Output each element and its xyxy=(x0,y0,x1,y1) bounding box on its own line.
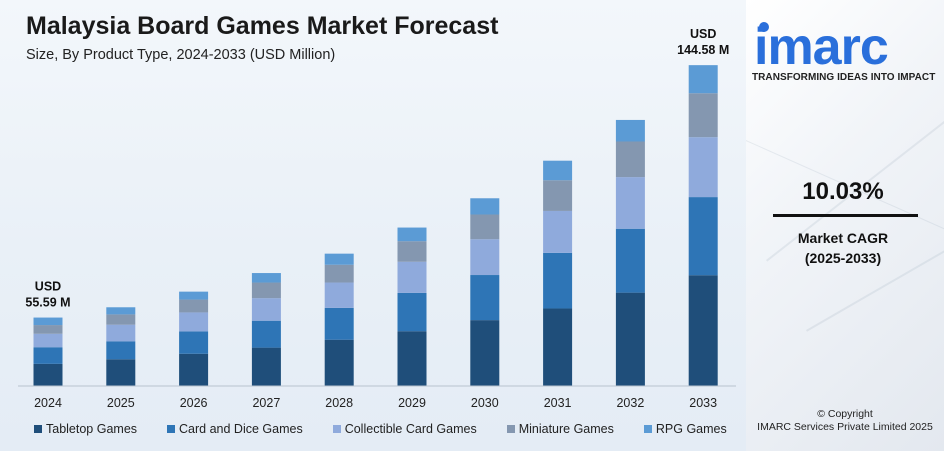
x-tick-labels: 2024 2025 2026 2027 2028 2029 2030 2031 2032 2033 xyxy=(34,396,717,410)
logo-tagline: TRANSFORMING IDEAS INTO IMPACT xyxy=(752,72,936,83)
bar-segment xyxy=(688,137,718,198)
bar-segment xyxy=(397,261,427,293)
copyright-line-2: IMARC Services Private Limited 2025 xyxy=(757,421,933,433)
bar-segment xyxy=(470,239,500,276)
legend-label: Collectible Card Games xyxy=(344,422,477,436)
legend-swatch xyxy=(34,425,42,433)
bar-segment xyxy=(324,253,354,265)
bar-segment xyxy=(33,363,63,386)
bar-segment xyxy=(324,307,354,340)
legend-label: Card and Dice Games xyxy=(179,422,303,436)
legend-label: Tabletop Games xyxy=(46,422,138,436)
bar-segment xyxy=(397,331,427,386)
bar-segment xyxy=(543,308,573,386)
bar-segment xyxy=(324,339,354,386)
x-tick-label: 2033 xyxy=(689,396,717,410)
bar-segment xyxy=(179,299,209,313)
bar-segment xyxy=(179,353,209,386)
x-tick-label: 2028 xyxy=(325,396,353,410)
bar-segment xyxy=(106,359,136,386)
bar-segment xyxy=(615,119,645,142)
bar-segment xyxy=(106,341,136,360)
bar-segment xyxy=(470,214,500,240)
bar-segment xyxy=(251,347,281,386)
x-tick-label: 2027 xyxy=(252,396,280,410)
bar-segment xyxy=(106,307,136,315)
last-total-value: 144.58 M xyxy=(677,43,729,57)
bar-segment xyxy=(33,325,63,334)
legend-item-tabletop: Tabletop Games xyxy=(34,422,137,436)
chart-title: Malaysia Board Games Market Forecast xyxy=(26,12,499,40)
bar-segment xyxy=(106,314,136,325)
bar-segment xyxy=(179,331,209,354)
cagr-caption: Market CAGR (2025-2033) xyxy=(746,228,940,268)
chart-panel: Malaysia Board Games Market Forecast Siz… xyxy=(0,0,746,451)
legend-swatch xyxy=(332,425,341,433)
bar-segment xyxy=(179,291,209,300)
x-tick-label: 2029 xyxy=(398,396,426,410)
first-total-currency: USD xyxy=(35,280,61,294)
bar-segment xyxy=(543,252,573,309)
first-total-value: 55.59 M xyxy=(25,296,70,310)
bar-segment xyxy=(688,65,718,94)
bar-segment xyxy=(543,210,573,253)
bar-segment xyxy=(106,324,136,342)
bar-segment xyxy=(33,317,63,326)
legend-swatch xyxy=(506,425,515,433)
legend-item-miniature: Miniature Games xyxy=(506,422,614,436)
bar-segment xyxy=(615,177,645,229)
bar-segment xyxy=(688,275,718,386)
bar-segment xyxy=(397,292,427,332)
bar-segment xyxy=(33,347,63,364)
legend-item-card-dice: Card and Dice Games xyxy=(167,422,303,436)
cagr-label: Market CAGR xyxy=(797,230,889,246)
bar-segment xyxy=(33,333,63,348)
bar-segment xyxy=(470,320,500,386)
stacked-bar-chart: 2024 2025 2026 2027 2028 2029 2030 2031 2032 2033… xyxy=(18,27,736,410)
bar-segment xyxy=(251,298,281,321)
bars-group xyxy=(33,65,718,386)
bar-segment xyxy=(688,197,718,276)
legend-item-collectible: Collectible Card Games xyxy=(332,422,477,436)
bar-segment xyxy=(251,273,281,283)
bar-segment xyxy=(179,312,209,332)
bar-segment xyxy=(397,241,427,262)
logo-wordmark: imarc xyxy=(754,18,888,68)
bar-segment xyxy=(324,264,354,283)
bar-segment xyxy=(543,180,573,211)
total-annotations: USD 55.59 M USD 144.58 M xyxy=(25,27,729,309)
last-total-currency: USD xyxy=(690,27,716,41)
bar-segment xyxy=(615,141,645,178)
x-tick-label: 2025 xyxy=(107,396,135,410)
cagr-divider xyxy=(773,214,918,217)
bar-segment xyxy=(615,228,645,293)
legend-item-rpg: RPG Games xyxy=(643,422,727,436)
bar-segment xyxy=(615,292,645,386)
x-tick-label: 2032 xyxy=(616,396,644,410)
bar-segment xyxy=(688,93,718,138)
bar-segment xyxy=(324,282,354,308)
x-tick-label: 2026 xyxy=(180,396,208,410)
cagr-value: 10.03% xyxy=(802,178,884,205)
chart-subtitle: Size, By Product Type, 2024-2033 (USD Mi… xyxy=(26,47,336,63)
bar-segment xyxy=(251,282,281,299)
legend-label: Miniature Games xyxy=(518,422,614,436)
bar-segment xyxy=(543,160,573,181)
bar-segment xyxy=(251,320,281,348)
bar-segment xyxy=(470,275,500,321)
chart-legend: Tabletop Games Card and Dice Games Colle… xyxy=(34,422,757,436)
x-tick-label: 2030 xyxy=(471,396,499,410)
bar-segment xyxy=(397,227,427,242)
x-tick-label: 2031 xyxy=(544,396,572,410)
bar-segment xyxy=(470,198,500,215)
legend-label: RPG Games xyxy=(655,422,727,436)
cagr-period: (2025-2033) xyxy=(804,250,882,266)
copyright: © Copyright IMARC Services Private Limit… xyxy=(746,408,944,434)
legend-swatch xyxy=(167,425,176,433)
x-tick-label: 2024 xyxy=(34,396,62,410)
side-panel: imarc TRANSFORMING IDEAS INTO IMPACT 10.… xyxy=(746,0,944,451)
legend-swatch xyxy=(643,425,652,433)
imarc-logo: imarc xyxy=(754,18,889,68)
copyright-line-1: © Copyright xyxy=(817,408,873,420)
